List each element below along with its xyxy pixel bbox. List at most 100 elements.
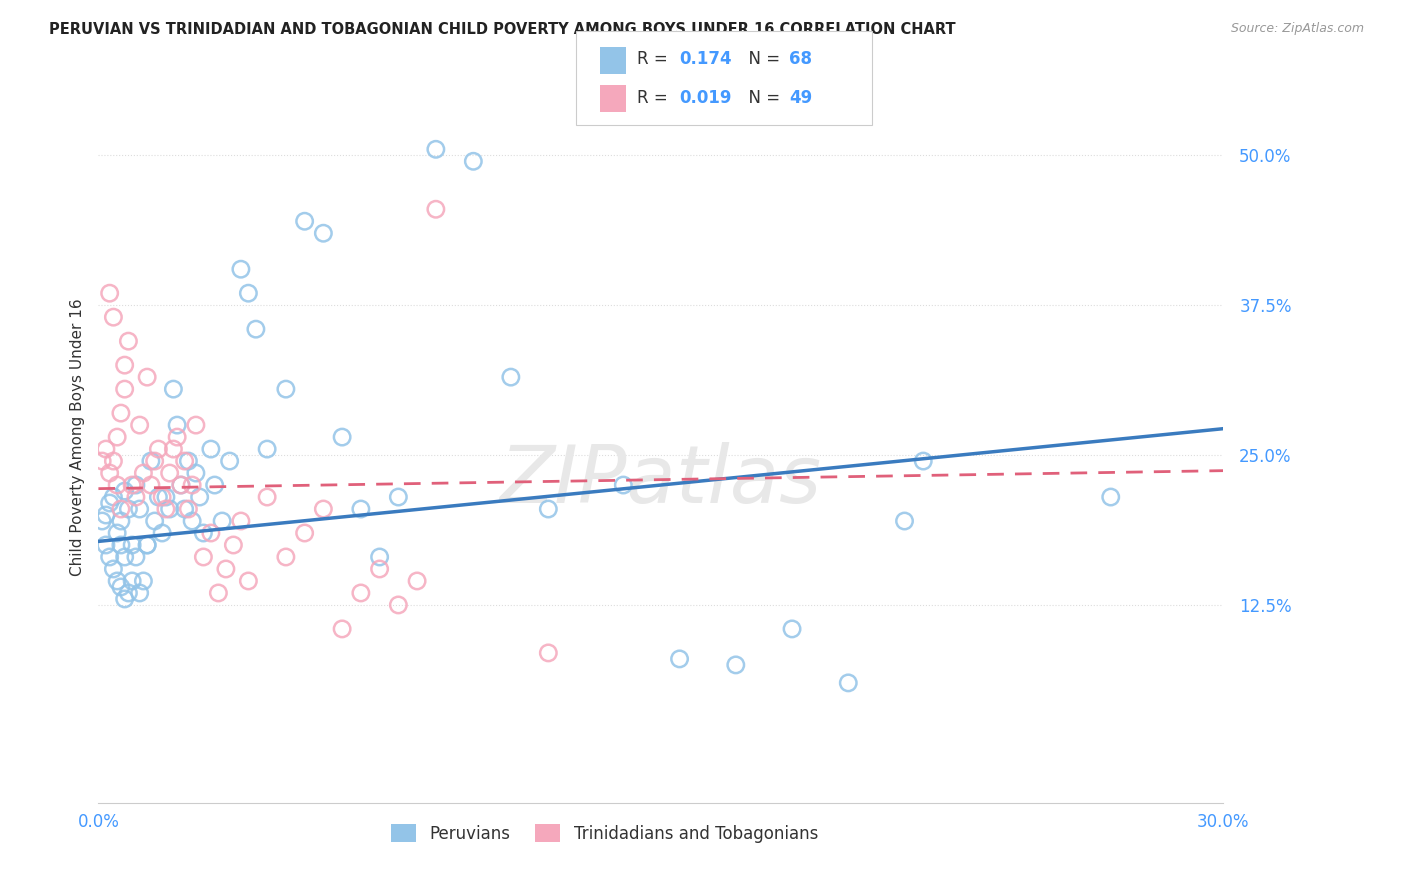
Point [425,202,447,217]
Point [166,430,188,444]
Point [425,142,447,156]
Point [103,490,125,504]
Point [143,514,166,528]
Point [98,549,121,564]
Point [98,496,121,510]
Point [110,514,132,528]
Point [132,466,155,480]
Point [294,214,316,228]
Point [207,586,229,600]
Point [125,478,148,492]
Point [330,430,353,444]
Text: PERUVIAN VS TRINIDADIAN AND TOBAGONIAN CHILD POVERTY AMONG BOYS UNDER 16 CORRELA: PERUVIAN VS TRINIDADIAN AND TOBAGONIAN C… [49,22,956,37]
Point [837,676,859,690]
Point [150,526,173,541]
Point [350,586,373,600]
Text: 49: 49 [789,88,813,106]
Point [238,286,260,301]
Point [177,454,200,468]
Point [98,286,121,301]
Point [200,442,222,456]
Point [114,483,136,498]
Point [312,226,335,240]
Point [114,591,136,606]
Point [193,549,215,564]
Point [274,382,297,396]
Point [114,358,136,372]
Text: 68: 68 [789,51,811,69]
Point [170,478,193,492]
Point [91,514,114,528]
Point [215,562,238,576]
Point [94,442,117,456]
Point [893,514,915,528]
Point [132,574,155,588]
Point [200,526,222,541]
Point [229,262,252,277]
Legend: Peruvians, Trinidadians and Tobagonians: Peruvians, Trinidadians and Tobagonians [384,818,825,849]
Point [181,514,204,528]
Point [125,549,148,564]
Point [159,502,181,516]
Point [912,454,935,468]
Y-axis label: Child Poverty Among Boys Under 16: Child Poverty Among Boys Under 16 [69,298,84,576]
Text: N =: N = [738,88,786,106]
Point [222,538,245,552]
Point [211,514,233,528]
Point [136,538,159,552]
Point [350,502,373,516]
Point [368,562,391,576]
Text: Source: ZipAtlas.com: Source: ZipAtlas.com [1230,22,1364,36]
Point [121,478,143,492]
Point [105,526,128,541]
Point [110,502,132,516]
Point [143,454,166,468]
Point [110,538,132,552]
Point [256,442,278,456]
Point [1099,490,1122,504]
Point [94,538,117,552]
Point [387,490,409,504]
Point [463,154,485,169]
Point [173,454,195,468]
Point [117,334,139,348]
Point [204,478,226,492]
Text: N =: N = [738,51,786,69]
Point [148,490,170,504]
Point [155,502,177,516]
Point [125,490,148,504]
Point [159,466,181,480]
Point [368,549,391,564]
Point [150,490,173,504]
Point [166,418,188,433]
Point [91,454,114,468]
Point [162,382,184,396]
Point [181,478,204,492]
Point [98,466,121,480]
Point [612,478,634,492]
Point [128,418,150,433]
Point [537,646,560,660]
Point [117,586,139,600]
Text: R =: R = [637,88,673,106]
Point [256,490,278,504]
Point [139,478,162,492]
Point [148,442,170,456]
Point [245,322,267,336]
Point [117,502,139,516]
Point [330,622,353,636]
Point [229,514,252,528]
Point [184,418,207,433]
Point [128,502,150,516]
Point [188,490,211,504]
Point [110,406,132,420]
Text: 0.019: 0.019 [679,88,731,106]
Point [103,454,125,468]
Point [274,549,297,564]
Point [499,370,522,384]
Point [114,549,136,564]
Point [184,466,207,480]
Point [110,580,132,594]
Point [105,430,128,444]
Point [724,657,747,672]
